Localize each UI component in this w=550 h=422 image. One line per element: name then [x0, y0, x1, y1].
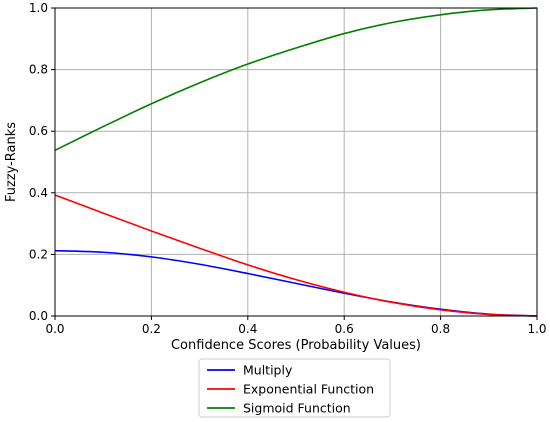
- y-tick-label: 0.4: [29, 186, 48, 200]
- legend-label: Exponential Function: [243, 382, 374, 397]
- legend-label: Multiply: [243, 363, 293, 378]
- series-lines: [54, 7, 538, 317]
- y-tick-label: 0.8: [29, 63, 48, 77]
- x-tick-label: 0.8: [431, 322, 450, 336]
- axis-ticks: 0.0 0.2 0.4 0.6 0.8 1.0 0.0 0.2 0.4 0.6 0.8 1.0: [29, 1, 547, 336]
- series-line-2: [54, 194, 538, 317]
- series-line-3: [54, 7, 538, 152]
- x-tick-label: 0.6: [335, 322, 354, 336]
- series-line-1: [54, 249, 538, 317]
- x-tick-label: 0.2: [142, 322, 161, 336]
- y-axis-label: Fuzzy-Ranks: [4, 122, 19, 202]
- plot-frame: [54, 7, 538, 317]
- y-tick-label: 0.2: [29, 247, 48, 261]
- x-tick-label: 1.0: [527, 322, 546, 336]
- grid-lines: [54, 7, 538, 317]
- y-tick-label: 1.0: [29, 1, 48, 15]
- y-tick-label: 0.6: [29, 124, 48, 138]
- y-tick-label: 0.0: [29, 309, 48, 323]
- x-tick-label: 0.4: [238, 322, 257, 336]
- legend: Multiply Exponential Function Sigmoid Func…: [198, 358, 391, 418]
- x-tick-label: 0.0: [45, 322, 64, 336]
- legend-label: Sigmoid Function: [243, 401, 351, 416]
- x-axis-label: Confidence Scores (Probability Values): [171, 338, 421, 353]
- legend-box: [198, 358, 391, 418]
